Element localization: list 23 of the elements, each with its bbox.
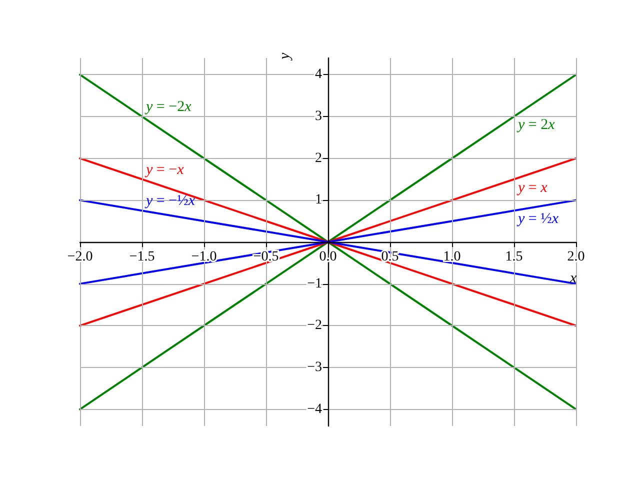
y-tick-label: 2 bbox=[315, 150, 322, 166]
x-tick-label: 0.5 bbox=[381, 250, 399, 264]
x-tick-label: −1.5 bbox=[129, 250, 155, 264]
y-tick-label: 4 bbox=[315, 67, 322, 82]
series-label: y = −½x bbox=[144, 193, 196, 210]
x-axis-title: x bbox=[569, 270, 577, 286]
x-tick-label: 1.0 bbox=[443, 250, 461, 264]
y-tick-label: 3 bbox=[315, 109, 322, 124]
y-tick-label: −1 bbox=[307, 276, 322, 292]
y-tick-label: 1 bbox=[315, 192, 322, 208]
y-tick-label: −4 bbox=[307, 402, 322, 417]
x-tick-label: −2.0 bbox=[67, 250, 93, 264]
y-tick-label: −3 bbox=[307, 360, 322, 375]
x-tick-label: 1.5 bbox=[505, 250, 523, 264]
series-label: y = x bbox=[516, 180, 548, 196]
series-label: y = −2x bbox=[144, 99, 192, 116]
y-tick-label: −2 bbox=[307, 318, 322, 334]
x-tick-label: −1.0 bbox=[191, 250, 217, 264]
series-label: y = ½x bbox=[516, 211, 559, 228]
x-tick-label: 2.0 bbox=[567, 250, 585, 264]
series-label: y = −x bbox=[144, 162, 184, 178]
y-axis-title: y bbox=[277, 52, 293, 62]
series-label: y = 2x bbox=[516, 117, 556, 134]
